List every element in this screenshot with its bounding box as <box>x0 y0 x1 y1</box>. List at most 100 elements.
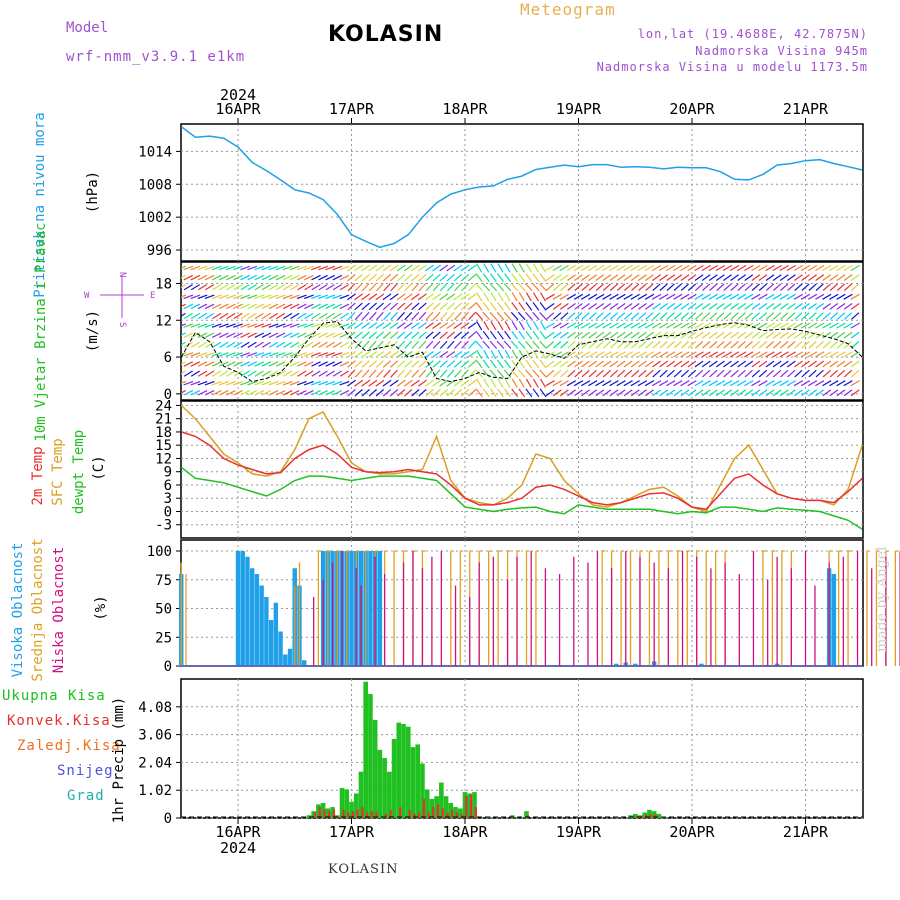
wind-barb <box>283 312 293 320</box>
wind-barb <box>573 380 584 387</box>
wind-barb <box>204 303 215 310</box>
wind-barb <box>609 274 619 281</box>
wind-barb <box>644 322 655 329</box>
wind-barb <box>588 293 598 300</box>
wind-barb <box>254 303 265 310</box>
wind-barb <box>652 283 661 291</box>
wind-barb <box>497 320 504 331</box>
wind-barb <box>602 283 611 291</box>
wind-barb <box>552 331 562 339</box>
conv-precip-bar <box>370 811 373 818</box>
wind-barb <box>318 370 328 377</box>
total-precip-bar <box>453 807 458 818</box>
wind-barb <box>368 340 377 349</box>
wind-barb <box>425 369 434 378</box>
top-day-label: 20APR <box>669 100 715 118</box>
wind-barb <box>630 322 640 329</box>
wind-barb <box>695 341 704 349</box>
total-precip-bar <box>462 792 468 818</box>
wind-barb <box>417 293 427 301</box>
wind-barb <box>483 378 490 388</box>
wind-barb <box>722 264 733 272</box>
wind-barb <box>744 380 754 387</box>
wind-barb <box>807 293 818 300</box>
wind-barb <box>779 351 789 358</box>
wind-barb <box>268 265 279 271</box>
total-precip-bar <box>434 796 439 818</box>
wind-barb <box>779 380 789 387</box>
wind-barb <box>630 274 640 281</box>
wind-barb <box>382 379 392 387</box>
wind-barb <box>546 283 555 291</box>
wind-barb <box>282 303 293 310</box>
wind-barb <box>765 331 775 339</box>
wind-barb <box>404 331 413 339</box>
wind-barb <box>666 341 675 349</box>
bottom-day-label: 16APR <box>215 823 261 841</box>
wind-barb <box>815 389 825 397</box>
total-precip-bar <box>349 801 354 818</box>
wind-barb <box>439 351 449 358</box>
wind-barb <box>504 273 511 282</box>
wind-barb <box>268 312 279 320</box>
wind-barb <box>368 322 378 329</box>
wind-barb <box>737 322 747 329</box>
wind-barb <box>525 359 533 369</box>
wind-barb <box>490 292 497 302</box>
wind-barb <box>361 311 370 321</box>
wind-title-line1: 10m Vjetar Brzina i Pravac <box>33 222 49 441</box>
wind-barb <box>254 370 264 377</box>
wind-barb <box>723 360 732 368</box>
wind-barb <box>616 341 626 349</box>
wind-barb <box>560 341 569 349</box>
wind-barb <box>701 303 711 310</box>
wind-barb <box>368 273 377 282</box>
wind-barb <box>475 273 483 282</box>
wind-barb <box>467 302 477 311</box>
total-precip-bar <box>401 723 406 818</box>
wind-barb <box>254 380 265 386</box>
bottom-day-label: 19APR <box>556 823 602 841</box>
wind-barb <box>296 352 307 357</box>
wind-barb <box>397 331 406 339</box>
wind-barb <box>425 322 434 329</box>
wind-barb <box>454 311 462 321</box>
wind-barb <box>376 311 384 321</box>
wind-barb <box>772 303 782 310</box>
conv-precip-bar <box>389 809 392 818</box>
wind-barb <box>411 389 420 397</box>
wind-barb <box>247 294 258 300</box>
wind-barb <box>361 302 370 311</box>
wind-barb <box>729 322 740 329</box>
wind-barb <box>758 283 768 291</box>
wind-barb <box>517 311 526 321</box>
wind-barb <box>233 294 243 300</box>
wind-barb <box>708 293 718 300</box>
wind-barb <box>311 390 321 396</box>
conv-precip-bar <box>375 812 378 818</box>
wind-barb <box>311 294 321 300</box>
wind-barb <box>325 352 336 357</box>
wind-barb <box>758 293 768 300</box>
wind-barb <box>304 312 314 320</box>
wind-barb <box>432 360 441 368</box>
wind-barb <box>282 380 293 386</box>
wind-barb <box>659 380 669 387</box>
wind-barb <box>390 283 398 292</box>
total-precip-bar <box>472 792 477 818</box>
wind-barb <box>616 293 626 300</box>
wind-barb <box>190 294 201 300</box>
wind-barb <box>332 370 342 377</box>
wind-barb <box>261 274 272 281</box>
wind-barb <box>240 294 251 300</box>
wind-barb <box>396 351 406 358</box>
wind-barb <box>297 341 307 348</box>
precip-panel <box>180 678 864 819</box>
wind-barb <box>432 379 442 387</box>
wind-barb <box>446 331 455 339</box>
wind-barb <box>339 390 350 396</box>
temperature-panel <box>180 400 864 539</box>
high-cloud-bar <box>268 620 274 666</box>
wind-barb <box>204 265 215 271</box>
wind-barb <box>460 351 470 358</box>
